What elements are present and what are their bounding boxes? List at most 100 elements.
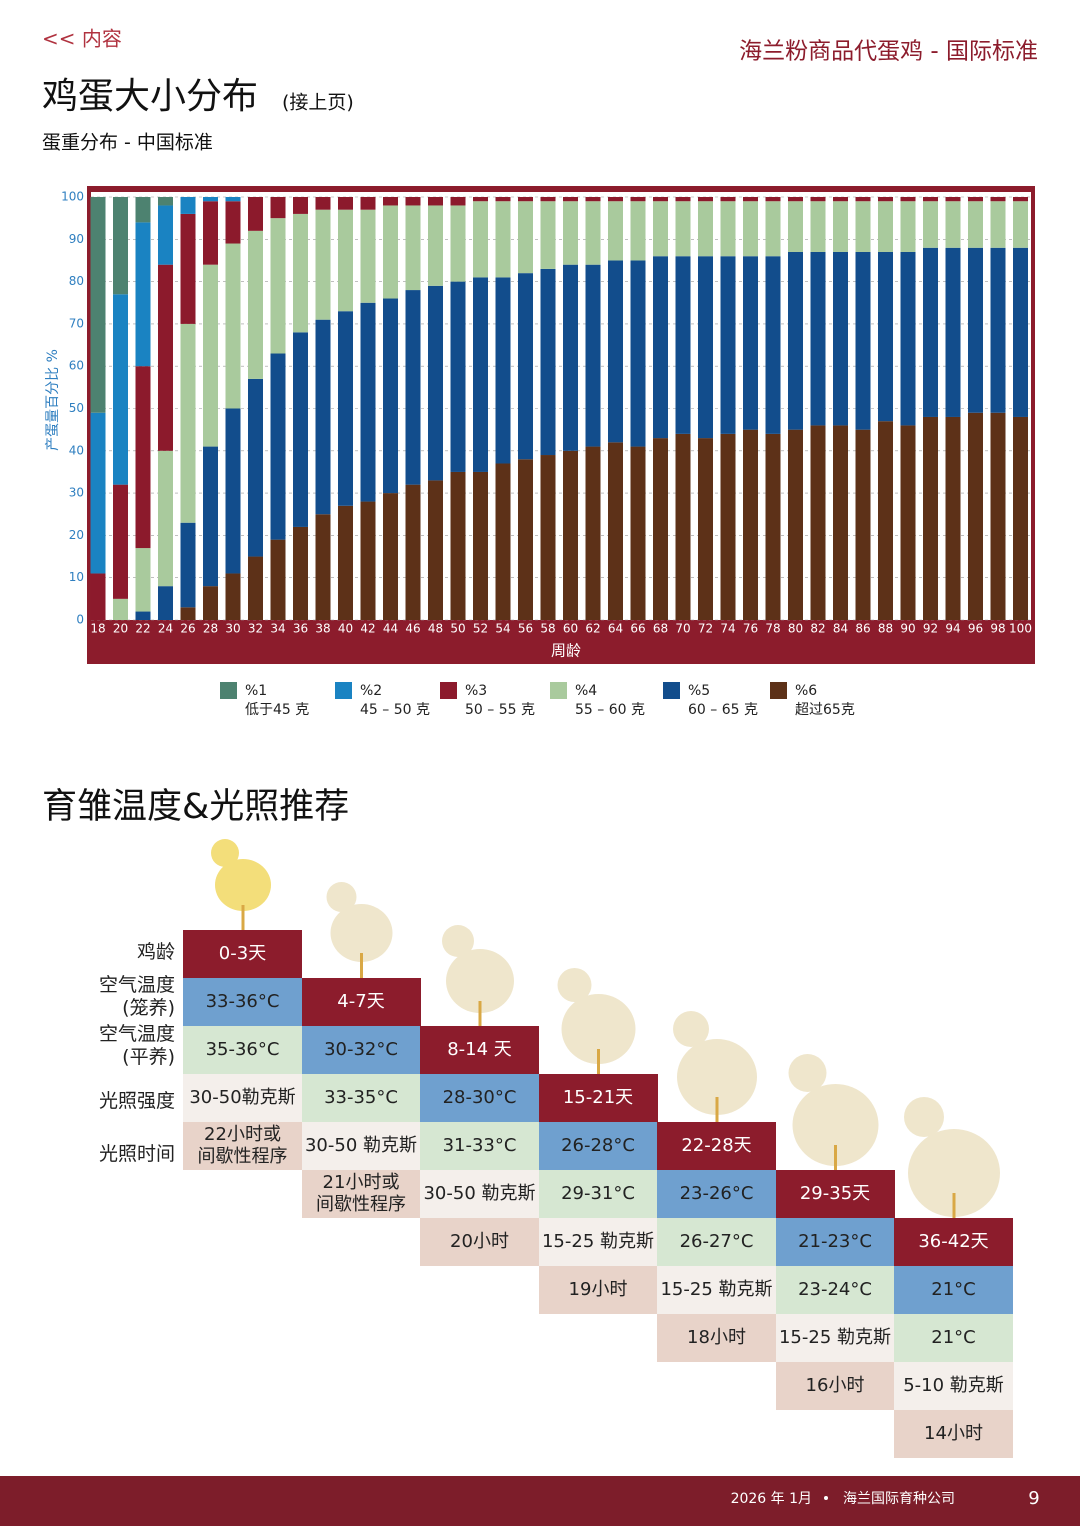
bar-segment bbox=[810, 201, 826, 252]
bar-segment bbox=[585, 197, 601, 202]
bar-segment bbox=[630, 260, 646, 447]
legend-sublabel: 50 – 55 克 bbox=[465, 702, 535, 718]
bar-segment bbox=[158, 264, 173, 451]
legend-swatch bbox=[335, 682, 352, 699]
bar-segment bbox=[810, 425, 826, 620]
x-tick-label: 90 bbox=[900, 622, 915, 636]
bar-segment bbox=[855, 197, 871, 202]
legend-label: %1 bbox=[245, 683, 267, 699]
back-link[interactable]: << 内容 bbox=[42, 27, 122, 51]
bar-segment bbox=[833, 425, 848, 620]
x-tick-label: 50 bbox=[450, 622, 465, 636]
bar-segment bbox=[900, 425, 916, 620]
bar-segment bbox=[563, 264, 578, 451]
bar-segment bbox=[765, 201, 781, 257]
table-cell: 23-24°C bbox=[775, 1266, 895, 1314]
bar-segment bbox=[788, 251, 803, 430]
bar-segment bbox=[518, 201, 533, 274]
bar-segment bbox=[540, 197, 556, 202]
table-cell: 5-10 勒克斯 bbox=[894, 1362, 1013, 1410]
legend-label: %4 bbox=[575, 683, 597, 699]
table-cell: 14小时 bbox=[894, 1410, 1013, 1458]
bar-segment bbox=[135, 222, 151, 367]
bar-segment bbox=[945, 247, 961, 417]
bar-segment bbox=[383, 298, 398, 494]
x-tick-label: 32 bbox=[248, 622, 263, 636]
chick-head bbox=[788, 1054, 827, 1092]
bar-segment bbox=[698, 201, 713, 257]
bar-segment bbox=[248, 378, 263, 557]
x-tick-label: 98 bbox=[990, 622, 1005, 636]
bar-segment bbox=[383, 493, 398, 620]
table-cell: 15-25 勒克斯 bbox=[657, 1266, 776, 1314]
bar-segment bbox=[968, 197, 983, 202]
y-tick-label: 60 bbox=[69, 359, 84, 373]
bar-segment bbox=[203, 264, 218, 447]
table-cell: 15-25 勒克斯 bbox=[538, 1218, 658, 1266]
bar-segment bbox=[338, 505, 353, 620]
bar-segment bbox=[225, 201, 241, 244]
x-tick-label: 44 bbox=[383, 622, 398, 636]
bar-segment bbox=[540, 268, 556, 456]
x-tick-label: 76 bbox=[743, 622, 758, 636]
bar-segment bbox=[270, 218, 286, 354]
x-tick-label: 38 bbox=[315, 622, 330, 636]
bar-segment bbox=[698, 197, 713, 202]
bar-segment bbox=[900, 201, 916, 252]
bar-segment bbox=[293, 526, 308, 620]
bar-segment bbox=[315, 319, 331, 515]
bar-segment bbox=[383, 197, 398, 206]
bar-segment bbox=[675, 197, 691, 202]
bar-segment bbox=[810, 251, 826, 426]
bar-segment bbox=[113, 294, 128, 485]
x-tick-label: 24 bbox=[158, 622, 173, 636]
table-cell: 36-42天 bbox=[894, 1218, 1013, 1266]
x-tick-label: 64 bbox=[608, 622, 623, 636]
chick-body bbox=[330, 904, 393, 962]
bar-segment bbox=[338, 209, 353, 312]
x-tick-label: 58 bbox=[540, 622, 555, 636]
bar-segment bbox=[878, 197, 893, 202]
bar-segment bbox=[450, 281, 466, 472]
x-tick-label: 74 bbox=[720, 622, 735, 636]
section-title: 育雏温度&光照推荐 bbox=[42, 787, 349, 827]
bar-segment bbox=[630, 197, 646, 202]
bar-segment bbox=[675, 201, 691, 257]
table-cell: 15-21天 bbox=[538, 1074, 658, 1122]
bar-segment bbox=[653, 256, 668, 439]
table-cell: 0-3天 bbox=[183, 930, 302, 978]
bar-segment bbox=[1013, 201, 1028, 248]
x-tick-label: 34 bbox=[270, 622, 285, 636]
bar-segment bbox=[833, 201, 848, 252]
table-cell: 22小时或 间歇性程序 bbox=[183, 1122, 302, 1170]
x-tick-label: 78 bbox=[765, 622, 780, 636]
y-tick-label: 80 bbox=[69, 274, 84, 288]
table-cell: 26-28°C bbox=[538, 1122, 658, 1170]
chick-body bbox=[561, 994, 636, 1064]
row-label: 鸡龄 bbox=[136, 941, 175, 963]
chick-body bbox=[677, 1039, 757, 1115]
bar-segment bbox=[383, 205, 398, 299]
x-tick-label: 96 bbox=[968, 622, 983, 636]
bar-segment bbox=[855, 251, 871, 430]
bar-segment bbox=[293, 332, 308, 527]
bar-segment bbox=[923, 416, 938, 620]
bar-segment bbox=[293, 197, 308, 214]
bar-segment bbox=[990, 247, 1006, 413]
x-tick-label: 100 bbox=[1009, 622, 1032, 636]
bar-segment bbox=[450, 197, 466, 206]
bar-segment bbox=[135, 548, 151, 612]
bar-segment bbox=[765, 256, 781, 434]
table-cell: 33-35°C bbox=[301, 1074, 421, 1122]
bar-segment bbox=[810, 197, 826, 202]
footer-date: 2026 年 1月 bbox=[731, 1491, 812, 1507]
bar-segment bbox=[585, 446, 601, 620]
chick-head bbox=[326, 882, 357, 912]
bar-segment bbox=[405, 290, 421, 485]
x-tick-label: 40 bbox=[338, 622, 353, 636]
bar-segment bbox=[945, 197, 961, 202]
y-tick-label: 10 bbox=[69, 570, 84, 584]
bar-segment bbox=[518, 273, 533, 460]
bar-segment bbox=[428, 285, 443, 481]
bar-segment bbox=[338, 311, 353, 506]
